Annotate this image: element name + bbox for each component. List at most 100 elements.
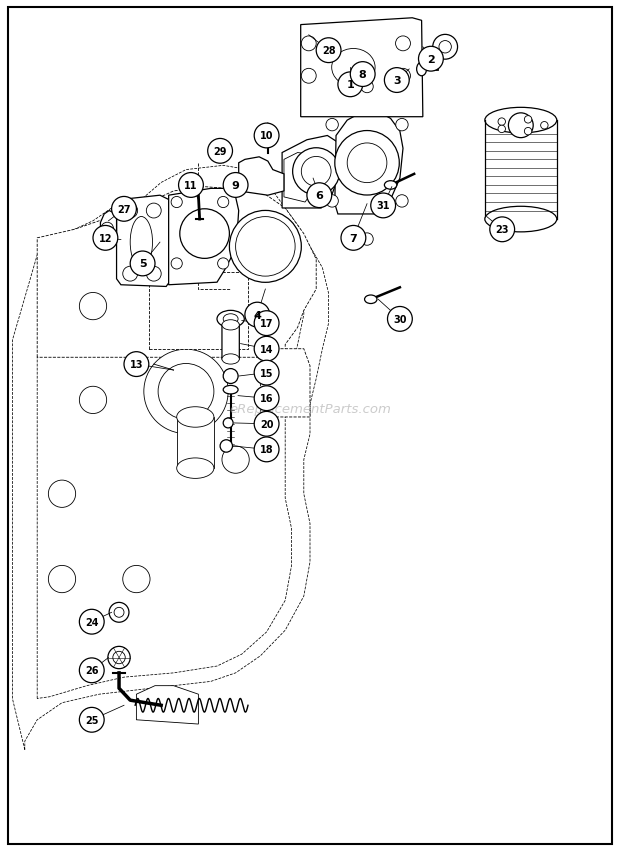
Circle shape (179, 173, 203, 199)
Polygon shape (169, 189, 239, 285)
Circle shape (433, 35, 458, 60)
Text: 6: 6 (316, 191, 323, 201)
Circle shape (124, 352, 149, 377)
Ellipse shape (223, 314, 238, 325)
Text: 12: 12 (99, 233, 112, 244)
Text: 2: 2 (427, 55, 435, 65)
Text: 7: 7 (350, 233, 357, 244)
Circle shape (254, 412, 279, 437)
Ellipse shape (262, 126, 274, 135)
Circle shape (101, 223, 113, 235)
Polygon shape (100, 211, 117, 247)
Ellipse shape (223, 386, 238, 394)
Ellipse shape (485, 108, 557, 134)
Circle shape (222, 446, 249, 474)
Circle shape (498, 126, 505, 134)
Ellipse shape (332, 49, 375, 87)
Circle shape (123, 204, 138, 219)
Circle shape (293, 148, 340, 196)
Circle shape (254, 124, 279, 149)
Ellipse shape (417, 63, 427, 77)
Circle shape (418, 47, 443, 72)
Circle shape (218, 197, 229, 209)
Polygon shape (301, 19, 423, 118)
Circle shape (180, 210, 229, 259)
Ellipse shape (365, 296, 377, 304)
Circle shape (361, 81, 373, 94)
Circle shape (254, 311, 279, 337)
Circle shape (525, 117, 532, 124)
Ellipse shape (217, 311, 244, 328)
Text: 28: 28 (322, 46, 335, 56)
Circle shape (347, 144, 387, 183)
Circle shape (254, 437, 279, 463)
Circle shape (79, 609, 104, 635)
Ellipse shape (222, 320, 239, 331)
Circle shape (171, 258, 182, 270)
Circle shape (208, 139, 232, 164)
Text: 13: 13 (130, 360, 143, 370)
Circle shape (525, 129, 532, 135)
Circle shape (79, 387, 107, 414)
Ellipse shape (130, 217, 153, 268)
Circle shape (361, 233, 373, 246)
Circle shape (350, 62, 375, 88)
Circle shape (229, 211, 301, 283)
Text: 31: 31 (376, 201, 390, 211)
Circle shape (371, 193, 396, 219)
Circle shape (79, 658, 104, 683)
Polygon shape (239, 158, 284, 196)
Text: 10: 10 (260, 131, 273, 141)
Polygon shape (37, 187, 316, 358)
Ellipse shape (177, 407, 214, 428)
Polygon shape (222, 322, 239, 363)
Circle shape (396, 195, 408, 208)
Text: 9: 9 (232, 181, 239, 191)
Circle shape (326, 195, 339, 208)
Circle shape (79, 707, 104, 733)
Circle shape (218, 258, 229, 270)
Circle shape (223, 173, 248, 199)
Circle shape (388, 307, 412, 332)
Polygon shape (177, 417, 214, 469)
Polygon shape (284, 153, 313, 203)
Circle shape (48, 566, 76, 593)
Circle shape (158, 364, 214, 420)
Circle shape (301, 37, 316, 52)
Circle shape (112, 197, 136, 222)
Circle shape (123, 566, 150, 593)
Circle shape (338, 72, 363, 98)
Text: 4: 4 (254, 310, 261, 320)
Circle shape (130, 251, 155, 277)
Polygon shape (37, 198, 304, 699)
Text: 3: 3 (393, 76, 401, 86)
Circle shape (93, 226, 118, 251)
Ellipse shape (485, 207, 557, 233)
Text: 30: 30 (393, 314, 407, 325)
Text: 5: 5 (139, 259, 146, 269)
Circle shape (335, 131, 399, 196)
Circle shape (254, 337, 279, 362)
Circle shape (108, 647, 130, 669)
Circle shape (146, 204, 161, 219)
Circle shape (220, 440, 232, 452)
Polygon shape (117, 196, 172, 287)
Circle shape (144, 350, 228, 434)
Circle shape (236, 217, 295, 277)
Circle shape (245, 302, 270, 328)
Circle shape (113, 652, 125, 664)
Text: 27: 27 (117, 204, 131, 215)
Circle shape (123, 267, 138, 282)
Text: 18: 18 (260, 445, 273, 455)
Circle shape (301, 69, 316, 84)
Ellipse shape (177, 458, 214, 479)
Text: 11: 11 (184, 181, 198, 191)
Circle shape (171, 197, 182, 209)
Text: 1: 1 (347, 80, 354, 90)
Text: 29: 29 (213, 147, 227, 157)
Circle shape (326, 119, 339, 132)
Polygon shape (260, 349, 310, 417)
Circle shape (498, 118, 505, 126)
Circle shape (316, 38, 341, 64)
Text: 23: 23 (495, 225, 509, 235)
